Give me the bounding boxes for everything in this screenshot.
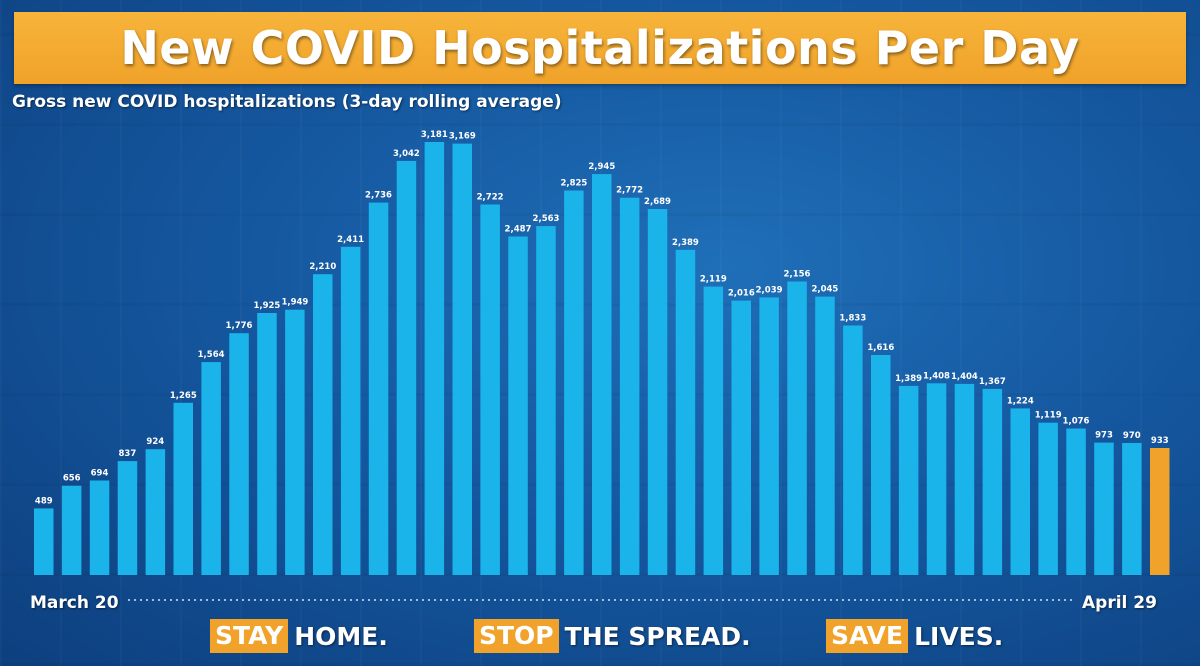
bar-value-label: 656 — [63, 474, 81, 484]
bar-value-label: 694 — [91, 469, 109, 479]
slogan-row: STAY HOME. STOP THE SPREAD. SAVE LIVES. — [0, 617, 1200, 655]
bar — [1066, 428, 1086, 575]
bar — [703, 286, 724, 575]
slogan-save-lives: SAVE LIVES. — [826, 617, 1003, 655]
bar — [871, 355, 891, 575]
slogan-text: THE SPREAD. — [564, 621, 751, 651]
x-axis-start-label: March 20 — [30, 593, 119, 613]
bar — [536, 226, 556, 575]
bar — [592, 174, 612, 575]
bar — [1094, 442, 1114, 575]
bar-value-label: 837 — [119, 449, 137, 459]
bar-value-label: 3,042 — [393, 149, 420, 159]
slogan-highlight: STAY — [210, 619, 289, 653]
bar — [368, 202, 389, 575]
bar — [480, 204, 500, 575]
x-axis-end-label: April 29 — [1082, 593, 1157, 613]
bar-value-label: 2,210 — [309, 262, 336, 272]
bar-value-label: 970 — [1123, 431, 1141, 441]
bar-value-label: 933 — [1151, 436, 1169, 446]
bar-value-label: 2,689 — [644, 197, 671, 207]
bar-value-label: 3,169 — [449, 132, 476, 142]
bar-value-label: 1,408 — [923, 371, 950, 381]
bar — [257, 313, 277, 575]
bar — [201, 362, 221, 575]
bar-value-label: 2,016 — [728, 289, 755, 299]
bar-value-label: 2,119 — [700, 275, 727, 285]
chart-subtitle: Gross new COVID hospitalizations (3-day … — [12, 92, 562, 112]
bar — [173, 402, 193, 575]
bar-value-label: 1,616 — [867, 343, 894, 353]
bar-value-label: 1,833 — [839, 314, 866, 324]
bar — [229, 333, 249, 575]
bar-value-label: 973 — [1095, 431, 1113, 441]
bar — [340, 246, 361, 576]
bar — [731, 300, 751, 575]
bar-value-label: 1,925 — [253, 301, 280, 311]
bar-value-label: 1,949 — [281, 298, 308, 308]
bar — [787, 281, 807, 575]
bar-value-label: 1,265 — [170, 391, 197, 401]
slogan-text: HOME. — [294, 621, 388, 651]
bar-value-label: 2,722 — [477, 193, 504, 203]
bar — [61, 485, 82, 575]
bar — [843, 325, 863, 575]
bar — [1122, 443, 1142, 575]
bar — [145, 449, 166, 575]
bar — [926, 383, 947, 575]
bar — [898, 385, 919, 575]
bar — [675, 249, 696, 576]
bar — [285, 309, 305, 575]
bar — [1010, 408, 1030, 575]
bar — [34, 508, 54, 575]
bar — [1150, 448, 1170, 575]
bar-value-label: 2,411 — [337, 235, 364, 245]
bar — [508, 236, 528, 575]
bar-value-label: 2,039 — [756, 285, 783, 295]
bar — [759, 297, 779, 575]
title-banner: New COVID Hospitalizations Per Day — [14, 12, 1186, 84]
chart-title: New COVID Hospitalizations Per Day — [120, 21, 1080, 75]
bar-value-label: 3,181 — [421, 130, 448, 140]
bar-value-label: 2,736 — [365, 191, 392, 201]
bar — [452, 143, 472, 575]
bar — [815, 296, 835, 575]
bar-value-label: 1,367 — [979, 377, 1006, 387]
bar-value-label: 2,389 — [672, 238, 699, 248]
bar-value-label: 2,045 — [811, 285, 838, 295]
bar — [424, 142, 445, 575]
bar-value-label: 1,224 — [1007, 396, 1034, 406]
bar — [1038, 422, 1058, 575]
bar — [954, 383, 975, 575]
bar-value-label: 1,564 — [198, 350, 225, 360]
bar-value-label: 1,389 — [895, 374, 922, 384]
bar-value-label: 2,772 — [616, 186, 643, 196]
bar — [982, 388, 1003, 575]
bar — [117, 461, 138, 575]
slogan-highlight: STOP — [474, 619, 559, 653]
bar — [564, 190, 584, 575]
bar-value-label: 2,487 — [505, 225, 532, 235]
bar-value-label: 2,945 — [588, 162, 615, 172]
bar — [313, 274, 333, 575]
bar-value-label: 1,119 — [1035, 411, 1062, 421]
bar — [647, 209, 668, 575]
bar-value-label: 1,076 — [1063, 417, 1090, 427]
bar — [619, 197, 640, 575]
slogan-highlight: SAVE — [826, 619, 909, 653]
bar-value-label: 2,825 — [560, 179, 587, 189]
bar-value-label: 1,404 — [951, 372, 978, 382]
bar-value-label: 1,776 — [226, 321, 253, 331]
bar-value-label: 924 — [146, 437, 164, 447]
bar — [89, 480, 110, 575]
slogan-text: LIVES. — [914, 621, 1004, 651]
bar-value-label: 2,563 — [533, 214, 560, 224]
bar-value-label: 2,156 — [784, 270, 811, 280]
bar — [396, 160, 417, 575]
slogan-stay-home: STAY HOME. — [210, 617, 388, 655]
slogan-stop-spread: STOP THE SPREAD. — [474, 617, 751, 655]
bar-value-label: 489 — [35, 496, 53, 506]
